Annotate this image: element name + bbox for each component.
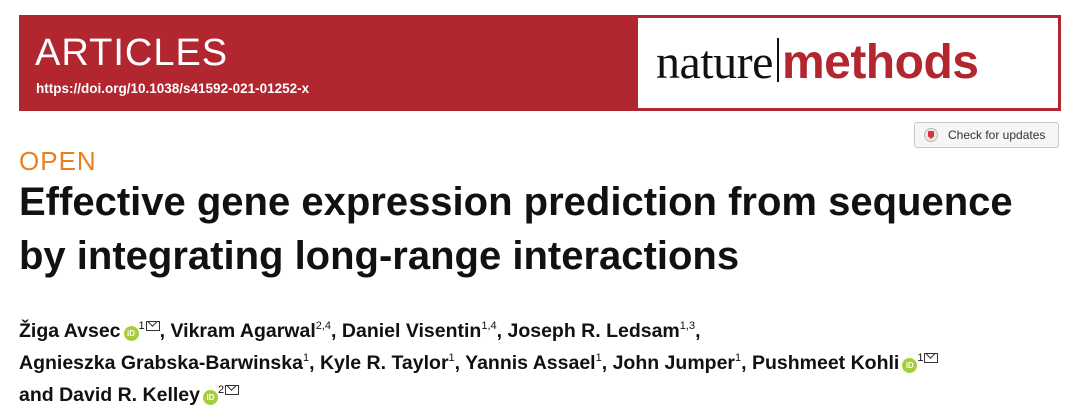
author-avsec[interactable]: Žiga Avsec iD1: [19, 320, 160, 342]
orcid-icon[interactable]: iD: [902, 358, 918, 373]
author-agarwal[interactable]: Vikram Agarwal2,4: [170, 320, 332, 342]
orcid-icon[interactable]: iD: [123, 326, 139, 341]
doi-link[interactable]: https://doi.org/10.1038/s41592-021-01252…: [36, 81, 310, 96]
article-title: Effective gene expression prediction fro…: [19, 180, 1013, 278]
email-icon[interactable]: [225, 385, 240, 395]
check-for-updates-button[interactable]: Check for updates: [914, 122, 1059, 148]
orcid-icon[interactable]: iD: [202, 390, 218, 405]
journal-logo[interactable]: nature methods: [656, 35, 979, 91]
author-kelley[interactable]: and David R. Kelley iD2: [19, 384, 240, 406]
author-ledsam[interactable]: Joseph R. Ledsam1,3: [507, 320, 696, 342]
author-jumper[interactable]: John Jumper1: [612, 352, 742, 374]
open-access-label: OPEN: [19, 146, 97, 176]
author-assael[interactable]: Yannis Assael1: [465, 352, 602, 374]
logo-divider: [776, 38, 779, 82]
email-icon[interactable]: [924, 353, 939, 363]
author-visentin[interactable]: Daniel Visentin1,4: [341, 320, 497, 342]
logo-nature: nature: [656, 36, 773, 89]
section-label: ARTICLES: [35, 32, 229, 74]
email-icon[interactable]: [145, 321, 160, 331]
author-taylor[interactable]: Kyle R. Taylor1: [319, 352, 455, 374]
logo-methods: methods: [781, 36, 979, 89]
author-list: Žiga Avsec iD1, Vikram Agarwal2,4, Daniel…: [19, 315, 1069, 411]
author-kohli[interactable]: Pushmeet Kohli iD1: [752, 352, 939, 374]
author-grabska-barwinska[interactable]: Agnieszka Grabska-Barwinska1: [19, 352, 310, 374]
check-for-updates-label: Check for updates: [948, 128, 1046, 142]
article-banner: ARTICLES https://doi.org/10.1038/s41592-…: [19, 15, 1061, 111]
crossmark-icon: [924, 128, 938, 142]
journal-logo-box: nature methods: [638, 18, 1058, 108]
